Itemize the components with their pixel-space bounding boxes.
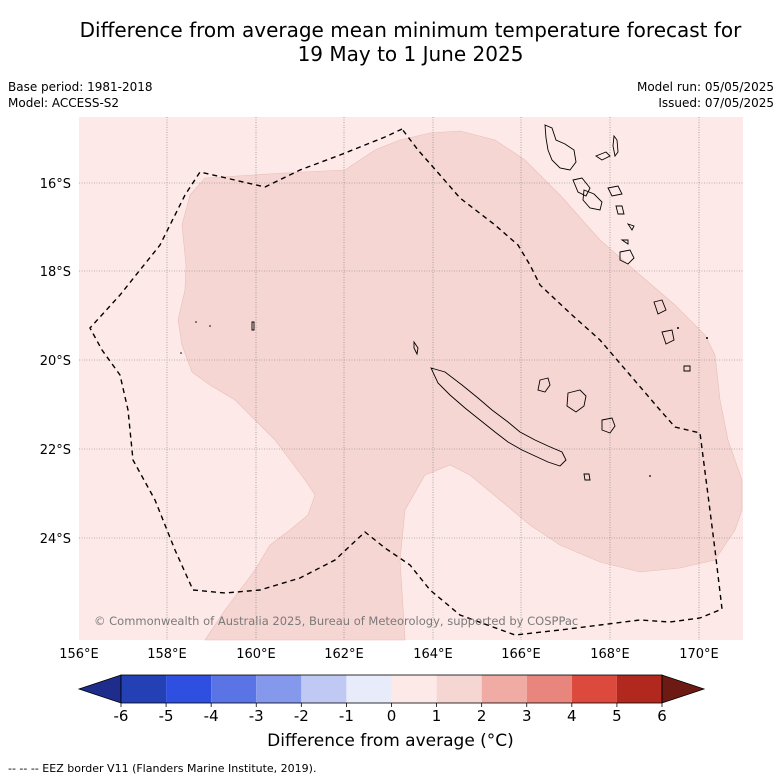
colorbar-extend-low: [77, 674, 122, 704]
lon-label-170: 170°E: [679, 647, 719, 662]
lat-label-18: 18°S: [40, 265, 71, 280]
colorbar-tick-label: 4: [567, 707, 577, 725]
issued-date: Issued: 07/05/2025: [658, 96, 774, 110]
colorbar-tick-label: 6: [657, 707, 667, 725]
far-east-islets: [683, 365, 691, 372]
colorbar-extend-high: [661, 674, 706, 704]
colorbar-segment: [121, 675, 167, 703]
islet-marker: [649, 475, 651, 477]
colorbar-segment: [256, 675, 302, 703]
meta-left: Base period: 1981-2018 Model: ACCESS-S2: [8, 79, 153, 111]
colorbar-tick-label: 5: [612, 707, 622, 725]
islet-marker: [706, 337, 708, 339]
lat-label-20: 20°S: [40, 354, 71, 369]
colorbar-tick-label: 0: [387, 707, 397, 725]
title-line-2: 19 May to 1 June 2025: [297, 42, 524, 66]
lon-label-168: 168°E: [590, 647, 630, 662]
pentecost-island: [612, 134, 619, 158]
lon-label-160: 160°E: [236, 647, 276, 662]
islet-marker: [180, 352, 182, 354]
colorbar-segment: [616, 675, 662, 703]
colorbar-segment: [166, 675, 212, 703]
colorbar-label: Difference from average (°C): [267, 731, 514, 751]
lat-label-24: 24°S: [40, 532, 71, 547]
model-name: Model: ACCESS-S2: [8, 96, 120, 110]
title-line-1: Difference from average mean minimum tem…: [79, 18, 742, 42]
mare-island: [601, 417, 616, 434]
copyright-text: © Commonwealth of Australia 2025, Bureau…: [94, 614, 578, 628]
grid-lines: [79, 117, 743, 640]
colorbar-segment: [526, 675, 572, 703]
efate-island: [582, 189, 603, 211]
islet-marker: [209, 325, 211, 327]
colorbar-segment: [346, 675, 392, 703]
lat-label-16: 16°S: [40, 177, 71, 192]
lon-label-158: 158°E: [147, 647, 187, 662]
epi-island: [607, 185, 623, 197]
small-vanuatu-islets: [615, 205, 635, 245]
eez-legend-note: -- -- -- EEZ border V11 (Flanders Marine…: [8, 762, 317, 775]
lifou-island: [566, 389, 587, 413]
colorbar-segment: [571, 675, 617, 703]
colorbar-segment: [481, 675, 527, 703]
chesterfield-islets: [251, 321, 255, 331]
colorbar-tick-label: 2: [477, 707, 487, 725]
colorbar-tick-label: -2: [294, 707, 309, 725]
espiritu-santo-island: [544, 124, 577, 171]
base-period: Base period: 1981-2018: [8, 80, 153, 94]
islet-marker: [677, 327, 679, 329]
colorbar: -6 -5 -4 -3 -2 -1 0 1 2 3 4 5 6: [77, 674, 706, 725]
meta-right: Model run: 05/05/2025 Issued: 07/05/2025: [637, 79, 774, 111]
colorbar-segment: [391, 675, 437, 703]
colorbar-tick-label: -5: [159, 707, 174, 725]
model-run: Model run: 05/05/2025: [636, 80, 774, 94]
colorbar-tick-label: -1: [339, 707, 354, 725]
lat-label-22: 22°S: [40, 443, 71, 458]
colorbar-segment: [301, 675, 347, 703]
lon-label-156: 156°E: [59, 647, 99, 662]
colorbar-segment: [436, 675, 482, 703]
lon-label-166: 166°E: [501, 647, 541, 662]
lon-label-162: 162°E: [324, 647, 364, 662]
isle-of-pines: [583, 473, 591, 481]
map-title: Difference from average mean minimum tem…: [40, 18, 781, 66]
anomaly-region: [177, 130, 743, 641]
tanna-island: [619, 249, 635, 265]
islet-marker: [195, 321, 197, 323]
eez-border: [89, 128, 723, 636]
colorbar-tick-label: -3: [249, 707, 264, 725]
ambae-island: [595, 151, 611, 161]
colorbar-segment: [211, 675, 257, 703]
colorbar-tick-label: 3: [522, 707, 532, 725]
lat-labels: 16°S 18°S 20°S 22°S 24°S: [40, 177, 71, 547]
colorbar-tick-label: -4: [204, 707, 219, 725]
lon-label-164: 164°E: [413, 647, 453, 662]
colorbar-tick-label: -6: [114, 707, 129, 725]
matthew-island: [653, 299, 667, 315]
colorbar-tick-label: 1: [432, 707, 442, 725]
new-caledonia-island: [430, 367, 567, 467]
belep-islets: [413, 340, 419, 356]
hunter-island: [661, 329, 675, 345]
ouvea-island: [537, 377, 551, 393]
lon-labels: 156°E 158°E 160°E 162°E 164°E 166°E 168°…: [59, 647, 719, 662]
